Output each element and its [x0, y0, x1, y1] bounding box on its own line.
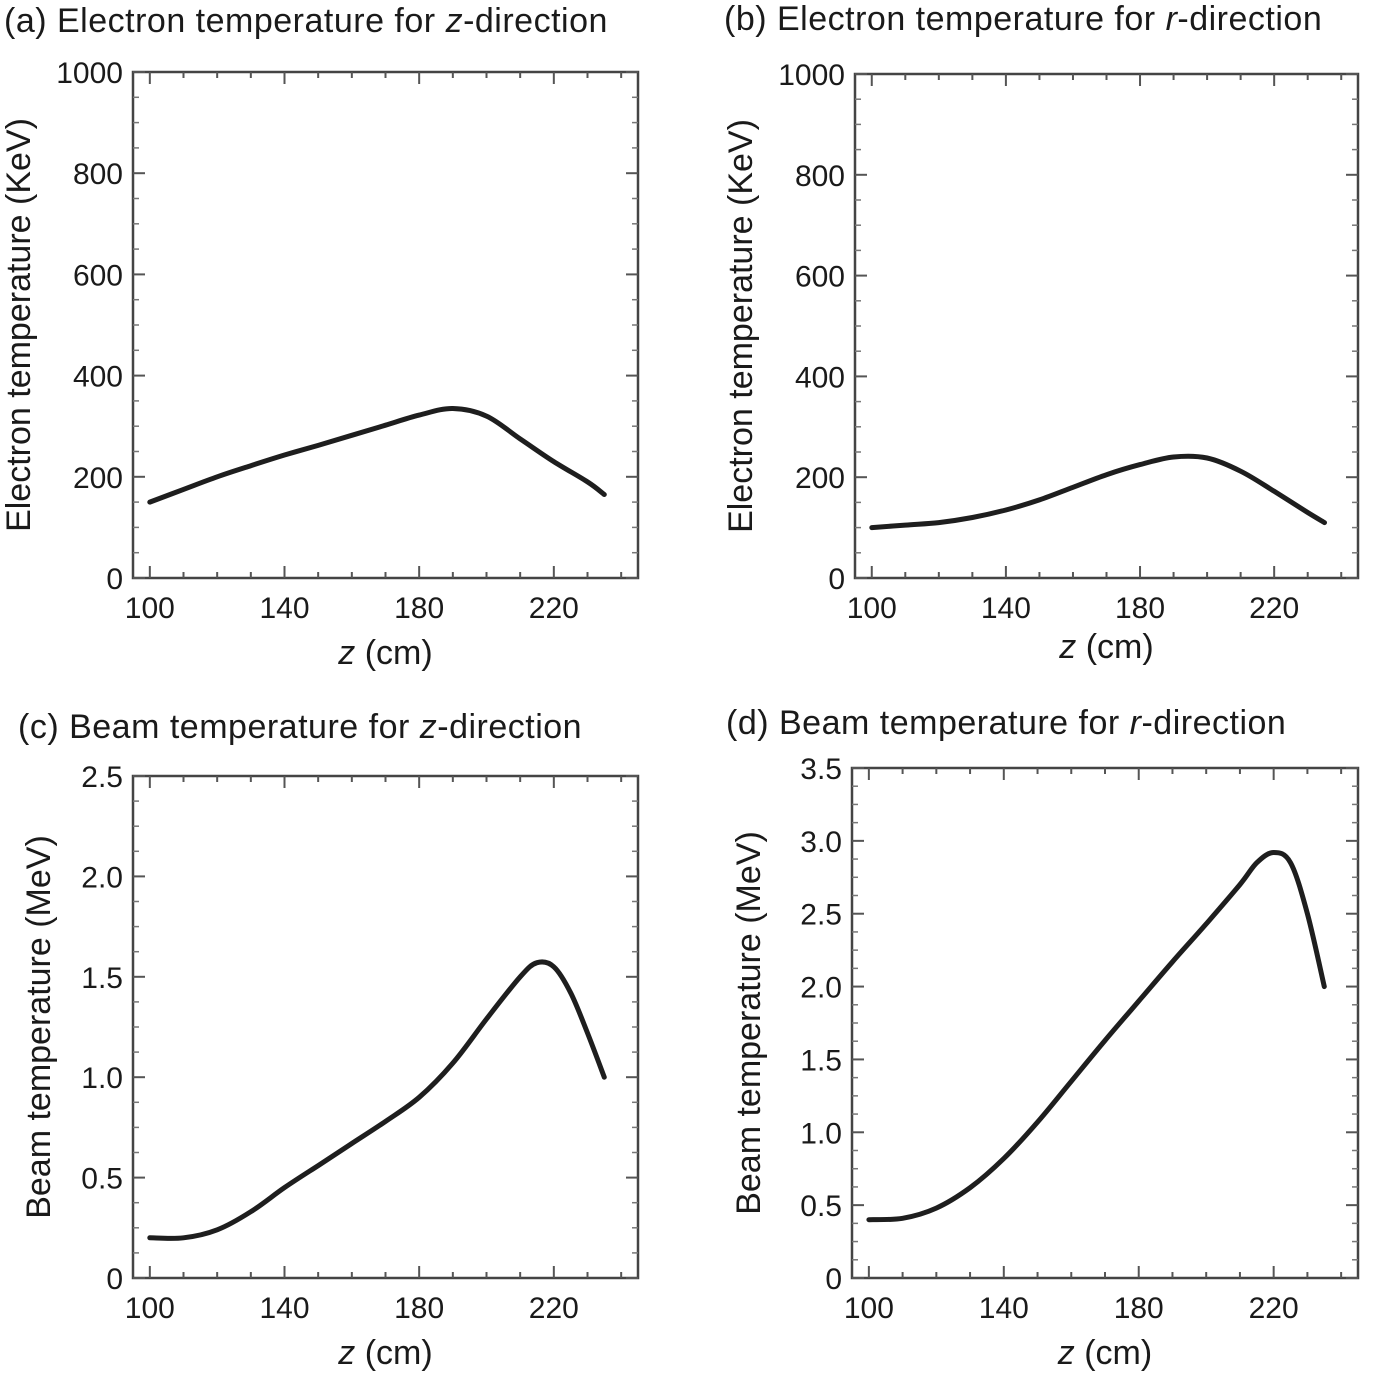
y-tick-label: 1.0	[81, 1062, 123, 1095]
x-axis-label: z (cm)	[1058, 628, 1153, 666]
x-tick-label: 180	[394, 592, 444, 625]
panel-b-plot: 0 200 400 600 800 1000 100 140 180 220 z (cm) Elect…	[722, 59, 1360, 666]
y-axis-label: Electron temperature (KeV)	[722, 119, 760, 533]
y-tick-label: 600	[795, 261, 845, 294]
panel-b-frame	[853, 72, 1360, 580]
panel-c-plot: 0 0.5 1.0 1.5 2.0 2.5 100 140 180 220 z (cm) Beam t…	[20, 761, 640, 1372]
x-axis-label-variable: z	[1058, 628, 1076, 666]
x-tick-label: 180	[1115, 592, 1165, 625]
panel-c-frame	[131, 774, 640, 1280]
y-axis-label: Beam temperature (MeV)	[20, 835, 58, 1219]
y-tick-label: 1000	[56, 57, 123, 90]
y-tick-label: 2.5	[800, 899, 842, 932]
x-axis-label-unit: (cm)	[1075, 1334, 1152, 1372]
x-axis-label-unit: (cm)	[1076, 628, 1153, 666]
panel-d-series-line	[866, 850, 1327, 1223]
x-axis-label-unit: (cm)	[355, 634, 432, 672]
y-tick-label: 200	[73, 462, 123, 495]
panel-d-plot: 0 0.5 1.0 1.5 2.0 2.5 3.0 3.5 100 140 180 220 z (cm)…	[730, 753, 1360, 1372]
y-tick-label: 2.5	[81, 761, 123, 794]
x-tick-label: 220	[529, 592, 579, 625]
x-tick-label: 140	[979, 1292, 1029, 1325]
y-axis-label: Beam temperature (MeV)	[730, 831, 768, 1215]
y-tick-label: 200	[795, 462, 845, 495]
y-tick-label: 400	[795, 361, 845, 394]
y-tick-label: 0.5	[800, 1190, 842, 1223]
y-tick-label: 3.5	[800, 753, 842, 786]
panel-a-plot: 0 200 400 600 800 1000 100 140 180 220 z (cm) Elect…	[0, 57, 640, 672]
x-tick-label: 220	[529, 1292, 579, 1325]
y-axis-label: Electron temperature (KeV)	[0, 118, 38, 532]
x-axis-label: z (cm)	[337, 1334, 432, 1372]
y-tick-label: 400	[73, 361, 123, 394]
panel-d-frame	[850, 766, 1360, 1280]
y-tick-label: 2.0	[81, 861, 123, 894]
y-tick-label: 2.0	[800, 972, 842, 1005]
x-tick-label: 180	[1114, 1292, 1164, 1325]
x-axis-label-variable: z	[337, 634, 355, 672]
panel-d-title: (d) Beam temperature for r-direction	[726, 704, 1287, 742]
y-tick-label: 3.0	[800, 826, 842, 859]
y-tick-label: 1.0	[800, 1117, 842, 1150]
x-axis-label-unit: (cm)	[355, 1334, 432, 1372]
x-tick-label: 140	[259, 592, 309, 625]
y-tick-label: 0	[106, 1263, 123, 1296]
x-tick-label: 140	[259, 1292, 309, 1325]
x-tick-label: 220	[1249, 592, 1299, 625]
x-tick-label: 140	[981, 592, 1031, 625]
x-tick-label: 180	[394, 1292, 444, 1325]
y-tick-label: 0	[825, 1263, 842, 1296]
y-tick-label: 800	[73, 158, 123, 191]
x-axis-label-variable: z	[1057, 1334, 1075, 1372]
panel-a-title: (a) Electron temperature for z-direction	[4, 2, 608, 40]
y-tick-label: 1.5	[81, 962, 123, 995]
y-tick-label: 0.5	[81, 1163, 123, 1196]
x-tick-label: 100	[844, 1292, 894, 1325]
y-tick-label: 0	[106, 563, 123, 596]
x-axis-label: z (cm)	[1057, 1334, 1152, 1372]
y-tick-label: 600	[73, 259, 123, 292]
x-axis-label-variable: z	[337, 1334, 355, 1372]
x-tick-label: 100	[125, 1292, 175, 1325]
panel-a-series-line	[147, 405, 607, 505]
y-tick-label: 1.5	[800, 1044, 842, 1077]
x-tick-label: 100	[847, 592, 897, 625]
x-tick-label: 220	[1249, 1292, 1299, 1325]
panel-a-frame	[131, 70, 640, 580]
panel-b-title: (b) Electron temperature for r-direction	[724, 0, 1323, 38]
y-tick-label: 800	[795, 160, 845, 193]
panel-b-series-line	[869, 453, 1327, 531]
x-tick-label: 100	[125, 592, 175, 625]
x-axis-label: z (cm)	[337, 634, 432, 672]
panel-c-series-line	[147, 959, 607, 1241]
y-tick-label: 0	[828, 563, 845, 596]
panel-c-title: (c) Beam temperature for z-direction	[18, 708, 583, 746]
y-tick-label: 1000	[778, 59, 845, 92]
